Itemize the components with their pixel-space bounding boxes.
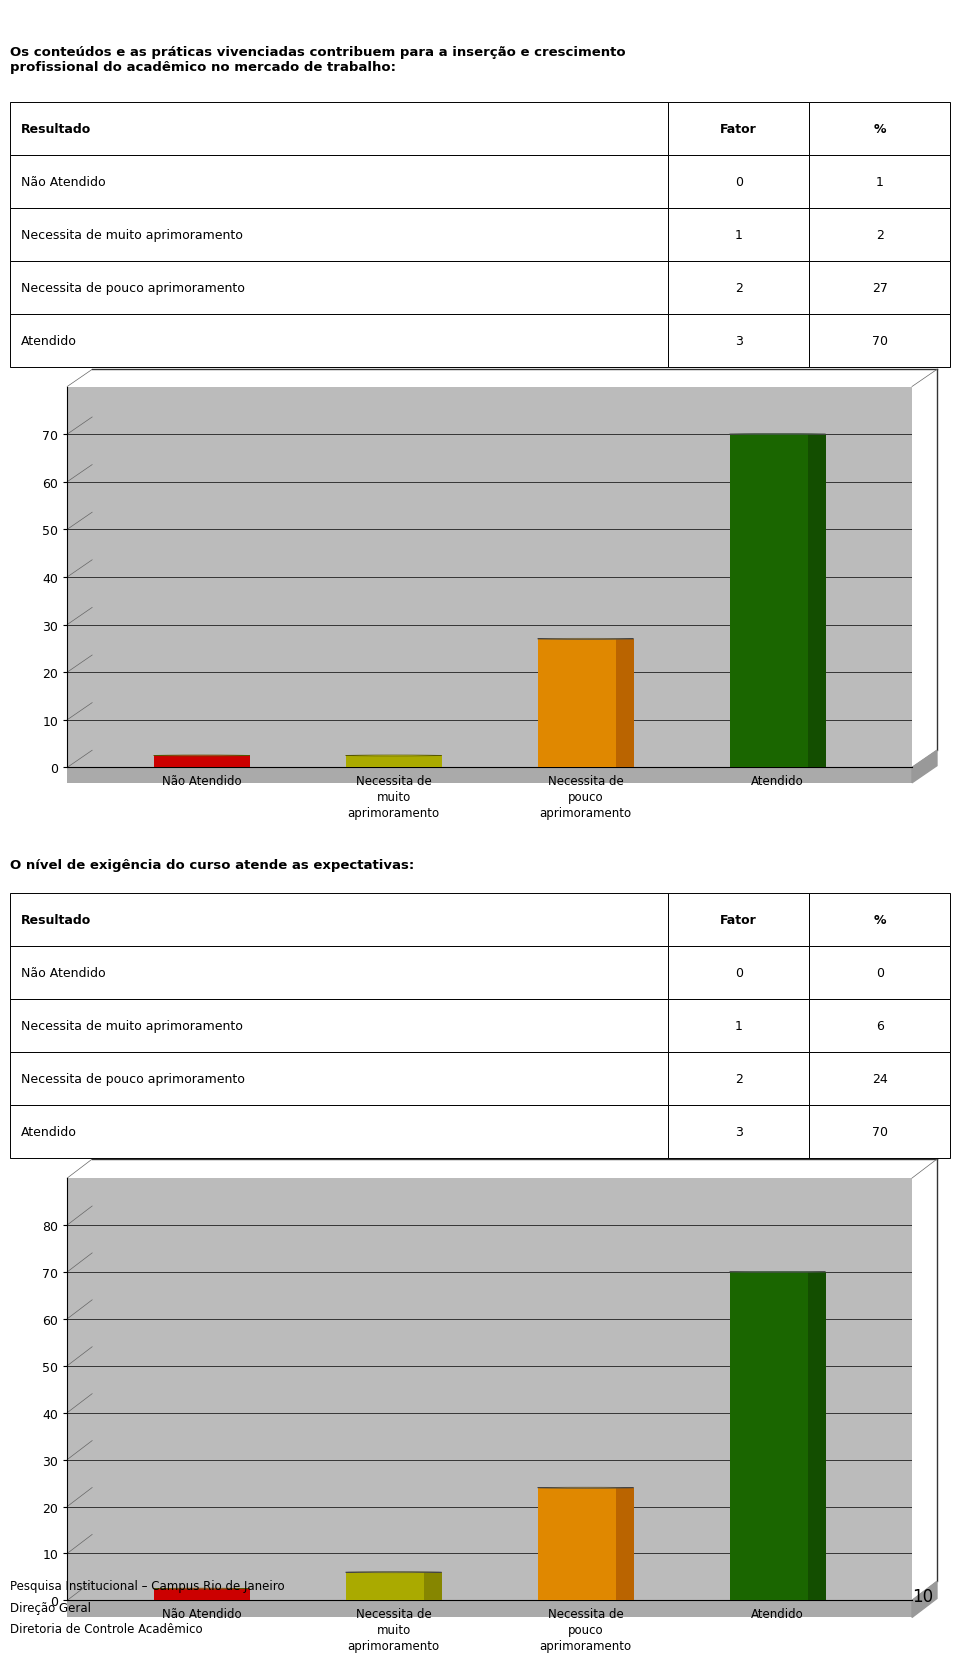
Text: Os conteúdos e as práticas vivenciadas contribuem para a inserção e crescimento
: Os conteúdos e as práticas vivenciadas c…: [10, 46, 625, 74]
Bar: [154, 756, 250, 768]
Text: 1: 1: [734, 228, 743, 242]
Text: Direção Geral: Direção Geral: [10, 1600, 90, 1614]
Bar: [538, 639, 634, 768]
Text: Resultado: Resultado: [21, 914, 91, 927]
Text: Necessita de pouco aprimoramento: Necessita de pouco aprimoramento: [21, 1072, 245, 1086]
Text: 3: 3: [734, 1125, 743, 1139]
Text: Resultado: Resultado: [21, 122, 91, 136]
Text: 3: 3: [734, 334, 743, 348]
Text: %: %: [874, 914, 886, 927]
Text: 2: 2: [734, 281, 743, 295]
Bar: [616, 1488, 634, 1600]
Text: 1: 1: [876, 175, 884, 189]
Bar: [808, 1273, 826, 1600]
Bar: [538, 1488, 634, 1600]
Bar: [616, 639, 634, 768]
Text: Atendido: Atendido: [21, 1125, 77, 1139]
Text: 70: 70: [872, 334, 888, 348]
Bar: [67, 768, 912, 783]
Text: Necessita de pouco aprimoramento: Necessita de pouco aprimoramento: [21, 281, 245, 295]
Polygon shape: [912, 1582, 937, 1617]
Bar: [424, 1572, 442, 1600]
Text: 70: 70: [872, 1125, 888, 1139]
Text: 0: 0: [876, 967, 884, 980]
Bar: [67, 1600, 912, 1617]
Text: 1: 1: [734, 1019, 743, 1033]
Text: 24: 24: [872, 1072, 888, 1086]
Text: Não Atendido: Não Atendido: [21, 967, 106, 980]
Text: 0: 0: [734, 175, 743, 189]
Text: 2: 2: [876, 228, 884, 242]
Text: Necessita de muito aprimoramento: Necessita de muito aprimoramento: [21, 228, 243, 242]
Bar: [730, 435, 826, 768]
Text: Pesquisa Institucional – Campus Rio de Janeiro: Pesquisa Institucional – Campus Rio de J…: [10, 1579, 284, 1592]
Text: Fator: Fator: [720, 122, 757, 136]
Bar: [346, 1572, 442, 1600]
Text: 27: 27: [872, 281, 888, 295]
Bar: [154, 1589, 250, 1600]
Bar: [730, 1273, 826, 1600]
Text: Diretoria de Controle Acadêmico: Diretoria de Controle Acadêmico: [10, 1622, 203, 1635]
Bar: [346, 756, 442, 768]
Text: O nível de exigência do curso atende as expectativas:: O nível de exigência do curso atende as …: [10, 859, 414, 872]
Text: 6: 6: [876, 1019, 884, 1033]
Text: 10: 10: [912, 1587, 933, 1605]
Text: 0: 0: [734, 967, 743, 980]
Text: Não Atendido: Não Atendido: [21, 175, 106, 189]
Text: Atendido: Atendido: [21, 334, 77, 348]
Text: %: %: [874, 122, 886, 136]
Polygon shape: [912, 751, 937, 783]
Text: Necessita de muito aprimoramento: Necessita de muito aprimoramento: [21, 1019, 243, 1033]
Text: 2: 2: [734, 1072, 743, 1086]
Bar: [808, 435, 826, 768]
Text: Fator: Fator: [720, 914, 757, 927]
